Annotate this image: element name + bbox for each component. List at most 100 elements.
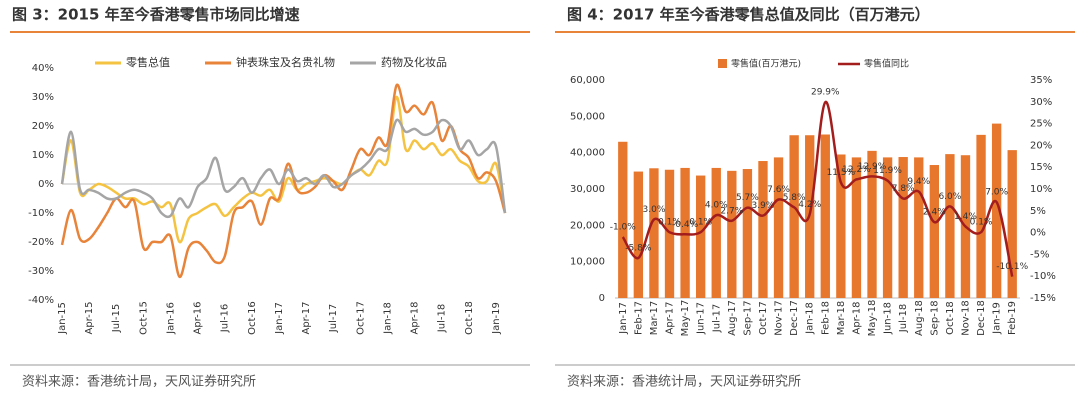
bar [867,150,877,298]
y-tick-label: 10% [1030,184,1052,195]
x-tick-label: Mar-18 [836,301,847,336]
x-tick-label: May-18 [867,300,878,337]
data-label: 2.4% [923,208,946,218]
y-tick-label: 30% [32,92,54,103]
chart-title: 图 4：2017 年至今香港零售总值及同比（百万港元） [567,6,930,24]
x-tick-label: Oct-17 [355,301,366,335]
bar [742,169,753,298]
x-tick-label: Jan-15 [57,302,68,335]
data-label: -5.8% [625,243,652,253]
data-label: 5.7% [736,193,759,203]
bar [758,161,768,298]
x-tick-label: Mar-17 [649,301,660,336]
x-tick-label: Oct-15 [138,301,149,335]
data-label: -10.1% [996,262,1028,272]
bar [633,171,644,298]
bar [898,157,908,298]
x-tick-label: Jan-19 [491,302,502,335]
y-tick-label: 35% [1030,75,1052,86]
y-tick-label: 0% [38,179,54,190]
x-tick-label: Nov-17 [774,300,785,336]
data-label: 7.8% [892,184,915,194]
x-tick-label: Apr-17 [665,302,676,335]
legend-label: 零售值(百万港元) [731,58,801,70]
line-series [60,83,507,279]
data-label: 0.1% [689,218,712,228]
x-tick-label: Sep-17 [742,300,753,335]
y-tick-label: 25% [1030,119,1052,130]
data-label: 11.9% [873,166,902,176]
bar [618,141,628,298]
y-tick-label: 15% [1030,162,1052,173]
x-tick-label: Dec-18 [976,300,987,336]
y-tick-label: 20% [32,121,54,132]
y-tick-label: 20% [1030,140,1052,151]
bar [882,157,893,298]
legend-label: 药物及化妆品 [381,55,447,69]
bar [680,167,690,298]
y-tick-label: 20,000 [570,220,605,231]
bar [976,134,986,298]
bar [727,170,737,298]
data-label: 12.2% [842,165,871,175]
bar [696,175,706,298]
bar [1007,150,1017,298]
data-label: 12.9% [858,162,887,172]
line-series [621,100,1014,277]
data-label: 4.2% [798,200,821,210]
bar [820,134,830,298]
y-tick-label: 10,000 [570,257,605,268]
y-tick-label: 0 [599,293,605,304]
x-tick-label: Jan-17 [274,302,285,335]
line-series [60,118,507,219]
data-label: 0.1% [970,218,993,228]
bar [711,167,721,298]
data-label: 9.4% [907,177,930,187]
x-tick-label: Apr-16 [193,302,204,335]
x-tick-label: Sep-18 [929,300,940,335]
y-tick-label: -10% [28,208,54,219]
x-tick-label: Oct-16 [247,301,258,335]
x-tick-label: Feb-17 [633,301,644,335]
bar [789,135,799,298]
bar [836,154,846,298]
data-label: 1.4% [954,212,977,222]
x-tick-label: Jul-15 [111,304,122,333]
bar [929,165,939,298]
x-tick-label: Jan-17 [618,302,629,335]
x-tick-label: Apr-18 [851,302,862,335]
x-tick-label: Jan-18 [382,302,393,335]
legend-swatch [718,59,727,68]
y-tick-label: -5% [1030,249,1049,260]
x-tick-label: Oct-18 [945,301,956,335]
y-tick-label: 30,000 [570,184,605,195]
source: 资料来源：香港统计局，天风证券研究所 [22,374,256,390]
x-tick-label: Feb-19 [1007,301,1018,335]
data-label: 7.0% [985,188,1008,198]
y-tick-label: 30% [1030,97,1052,108]
x-tick-label: Apr-17 [301,302,312,335]
y-tick-label: -30% [28,266,54,277]
data-label: 11.5% [827,168,856,178]
chart-title: 图 3：2015 年至今香港零售市场同比增速 [12,6,300,24]
y-tick-label: -40% [28,295,54,306]
data-label: 3.9% [752,201,775,211]
x-tick-label: Oct-18 [464,301,475,335]
y-tick-label: -15% [1030,293,1056,304]
y-tick-label: 50,000 [570,111,605,122]
x-tick-label: Feb-18 [820,301,831,335]
source: 资料来源：香港统计局，天风证券研究所 [567,374,801,390]
data-label: -1.0% [610,223,637,233]
x-tick-label: Jul-17 [711,304,722,333]
line-series [60,95,507,244]
x-tick-label: Jul-17 [328,304,339,333]
x-tick-label: Apr-18 [410,302,421,335]
legend-label: 钟表珠宝及名贵礼物 [236,55,335,69]
y-tick-label: 40,000 [570,148,605,159]
x-tick-label: Jan-16 [165,302,176,335]
bar [991,123,1002,298]
bar [773,157,784,298]
x-tick-label: Oct-17 [758,301,769,335]
x-tick-label: Jan-19 [992,302,1003,335]
